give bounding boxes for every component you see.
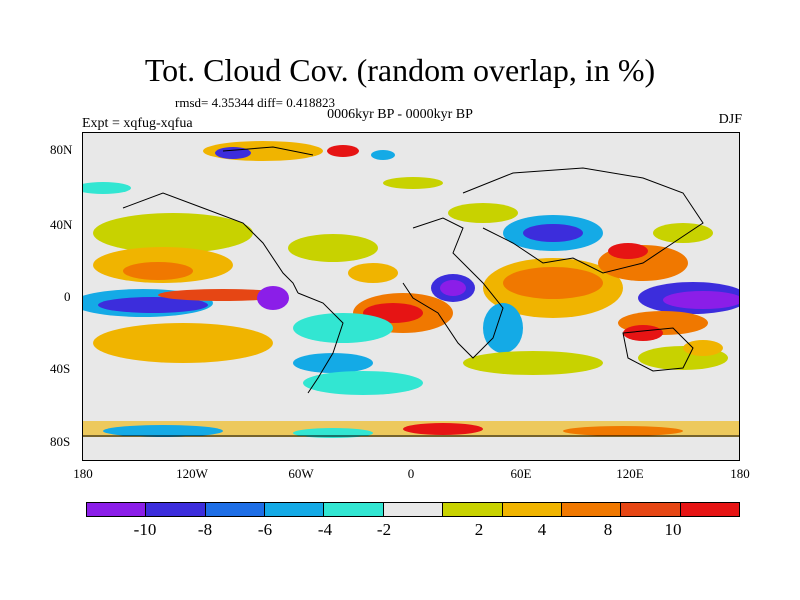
colorbar-label: 10 [664,520,682,539]
season-label: DJF [718,112,742,127]
colorbar-swatch-6 [443,503,503,516]
lon-tick-60w: 60W [288,466,314,481]
lon-tick-60e: 60E [510,466,532,481]
lon-tick-120w: 120W [176,466,208,481]
subtitle: 0006kyr BP - 0000kyr BP [327,107,473,122]
map-panel [82,132,740,461]
chart-title: Tot. Cloud Cov. (random overlap, in %) [144,52,656,88]
colorbar-label: 8 [603,520,613,539]
colorbar-swatch-10 [680,503,739,516]
colorbar-swatch-4 [324,503,384,516]
colorbar-swatch-0 [87,503,147,516]
lat-tick-80n: 80N [50,142,73,157]
colorbar-swatch-7 [502,503,562,516]
colorbar-label: -8 [197,520,213,539]
lon-tick-120e: 120E [616,466,644,481]
colorbar-swatch-9 [621,503,681,516]
colorbar-label: -10 [133,520,157,539]
experiment-label: Expt = xqfug-xqfua [82,116,193,131]
colorbar-swatch-8 [561,503,622,516]
lon-tick-180w: 180 [73,466,93,481]
stats-text: rmsd= 4.35344 diff= 0.418823 [175,95,335,110]
colorbar-swatch-5 [383,503,444,516]
lat-tick-40n: 40N [50,217,73,232]
colorbar-swatch-2 [205,503,266,516]
colorbar-label: -2 [376,520,392,539]
colorbar-label: 4 [537,520,547,539]
colorbar [86,502,740,517]
colorbar-swatch-1 [146,503,206,516]
lon-tick-0: 0 [407,466,415,481]
lon-tick-180e: 180 [730,466,750,481]
colorbar-label: 2 [474,520,484,539]
colorbar-label: -6 [257,520,273,539]
colorbar-swatch-3 [265,503,325,516]
cloud-anomaly-field [83,141,739,438]
colorbar-label: -4 [317,520,333,539]
lat-tick-40s: 40S [50,361,71,376]
lat-tick-80s: 80S [50,434,71,449]
lat-tick-0: 0 [64,289,71,304]
